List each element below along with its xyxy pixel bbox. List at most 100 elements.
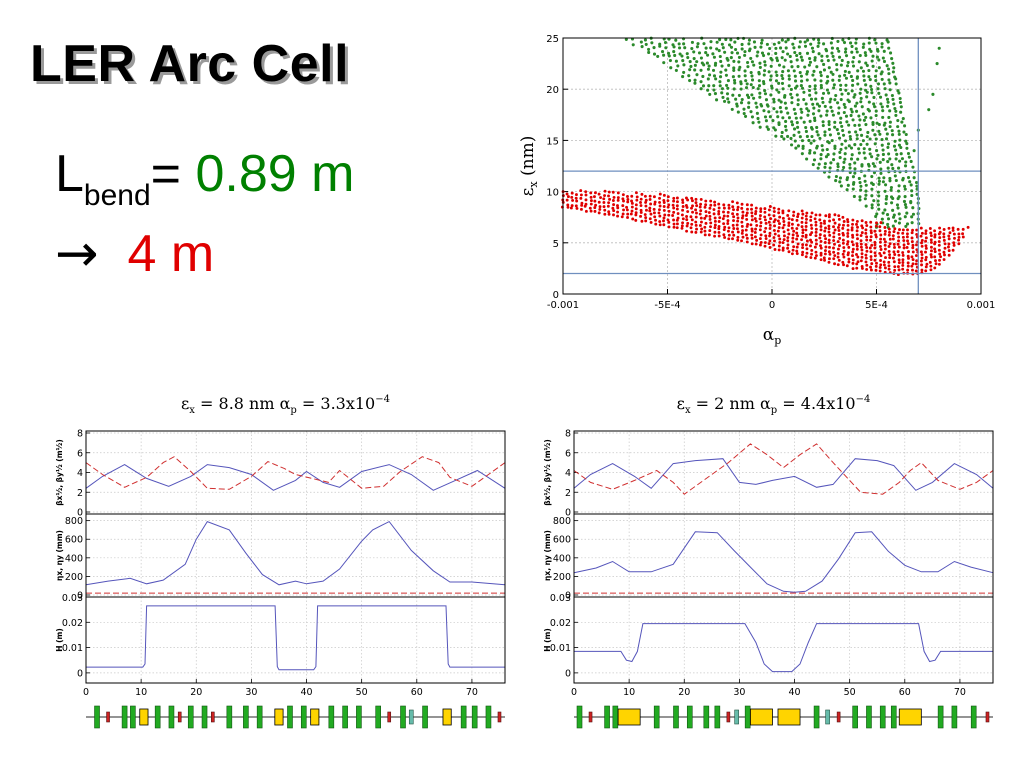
- scan-point-red: [947, 237, 951, 241]
- lbend-new-value: 4 m: [127, 225, 215, 283]
- scan-point-red: [902, 243, 906, 247]
- scan-point-green: [827, 66, 831, 70]
- scan-point-green: [876, 203, 880, 207]
- scan-point-green: [624, 37, 628, 41]
- scan-point-red: [704, 203, 708, 207]
- scan-point-green: [819, 83, 823, 87]
- dipole-magnet: [898, 708, 922, 726]
- scan-point-red: [879, 263, 883, 267]
- scan-point-red: [836, 263, 840, 267]
- scan-point-green: [838, 136, 842, 140]
- scan-point-red: [579, 207, 583, 211]
- scan-point-red: [901, 231, 905, 235]
- scan-point-red: [662, 193, 666, 197]
- scan-point-red: [717, 230, 721, 234]
- scan-point-green: [754, 101, 758, 105]
- scan-point-green: [706, 77, 710, 81]
- scan-point-red: [772, 236, 776, 239]
- scan-point-green: [800, 58, 804, 62]
- scan-point-green: [676, 64, 680, 68]
- scan-point-green: [837, 78, 841, 82]
- scan-point-red: [887, 233, 891, 237]
- quadrupole-magnet: [471, 705, 478, 729]
- scan-point-green: [826, 153, 830, 157]
- scan-point-green: [889, 185, 893, 190]
- scan-point-red: [924, 269, 928, 273]
- scan-point-red: [786, 243, 790, 247]
- scan-point-green: [873, 105, 877, 109]
- scan-point-green: [819, 157, 823, 161]
- scan-point-red: [690, 196, 694, 200]
- scan-point-green: [838, 156, 842, 160]
- scan-point-red: [607, 201, 611, 205]
- scan-point-green: [759, 102, 763, 107]
- scan-point-red: [703, 229, 707, 233]
- scan-point-red: [887, 249, 891, 253]
- scan-point-green: [843, 50, 848, 54]
- scan-point-red: [813, 217, 817, 221]
- scan-point-red: [686, 221, 690, 225]
- dipole-magnet: [617, 708, 641, 726]
- scan-point-red: [891, 237, 895, 241]
- scan-point-green: [858, 180, 862, 185]
- scan-point-green: [903, 215, 907, 219]
- scan-point-red: [658, 196, 662, 200]
- scan-point-green: [877, 122, 881, 127]
- scan-point-green: [743, 69, 747, 73]
- scan-point-green: [822, 62, 826, 67]
- scan-point-green: [786, 38, 790, 42]
- scan-point-red: [593, 209, 597, 213]
- scan-point-green: [774, 46, 778, 50]
- scan-point-red: [801, 212, 805, 216]
- scan-point-red: [961, 235, 965, 239]
- scan-point-red: [584, 198, 588, 202]
- scan-point-red: [801, 228, 805, 232]
- scan-point-red: [745, 240, 749, 244]
- scan-point-red: [841, 231, 845, 235]
- scan-point-red: [713, 203, 717, 207]
- scan-point-green: [681, 75, 685, 79]
- scan-point-red: [937, 243, 941, 247]
- quadrupole-magnet: [604, 705, 610, 729]
- scan-point-green: [862, 78, 866, 82]
- y-tick-label: 0.01: [550, 643, 571, 654]
- scan-point-red: [681, 221, 685, 225]
- scan-point-green: [724, 68, 728, 72]
- scan-point-red: [851, 267, 855, 271]
- scan-point-green: [873, 142, 877, 146]
- scan-point-green: [884, 93, 888, 97]
- scan-point-red: [874, 224, 878, 228]
- scan-point-red: [805, 247, 809, 251]
- scan-point-green: [840, 58, 844, 62]
- scan-point-red: [598, 205, 602, 209]
- scan-point-red: [878, 269, 882, 273]
- x-tick-label: 5E-4: [865, 300, 888, 311]
- scan-point-red: [709, 199, 713, 203]
- scan-point-green: [842, 102, 846, 106]
- scan-point-red: [753, 231, 757, 234]
- scan-point-green: [882, 82, 886, 86]
- quadrupole-magnet: [168, 705, 175, 729]
- x-tick-label: -5E-4: [654, 300, 680, 311]
- scan-point-green: [897, 195, 901, 199]
- scan-point-red: [906, 268, 910, 272]
- scan-point-red: [721, 217, 725, 221]
- scan-point-red: [879, 259, 882, 262]
- scan-point-red: [750, 233, 754, 237]
- panel-frame: [573, 596, 994, 684]
- scan-point-red: [809, 218, 813, 222]
- scan-point-red: [951, 226, 955, 230]
- scan-point-green: [805, 107, 809, 111]
- scan-point-red: [694, 220, 698, 224]
- lbend-old-value: 0.89 m: [195, 145, 355, 203]
- scan-point-green: [812, 69, 816, 73]
- scan-point-green: [751, 85, 755, 90]
- scan-point-green: [726, 97, 730, 101]
- scan-point-green: [803, 44, 808, 48]
- scan-point-red: [759, 221, 763, 225]
- scan-point-green: [878, 132, 882, 136]
- scan-point-red: [953, 236, 956, 240]
- scan-point-green: [899, 145, 903, 150]
- scan-point-green: [787, 74, 791, 78]
- scan-point-green: [897, 143, 902, 147]
